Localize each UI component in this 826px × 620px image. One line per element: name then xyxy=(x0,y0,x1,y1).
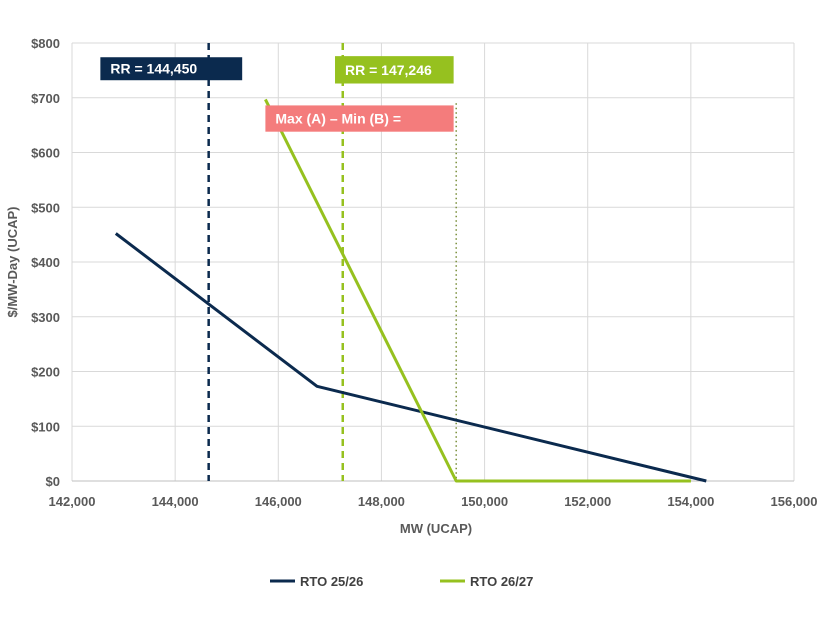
y-tick-label: $700 xyxy=(31,91,60,106)
legend-label: RTO 25/26 xyxy=(300,574,363,589)
y-axis-title: $/MW-Day (UCAP) xyxy=(5,207,20,318)
y-tick-label: $800 xyxy=(31,36,60,51)
legend: RTO 25/26 RTO 26/27 xyxy=(270,574,533,589)
series-line xyxy=(264,98,691,483)
y-tick-label: $0 xyxy=(46,474,60,489)
y-tick-label: $400 xyxy=(31,255,60,270)
y-tick-label: $500 xyxy=(31,200,60,215)
series-lines xyxy=(114,98,707,483)
annotation-label: Max (A) – Min (B) = xyxy=(275,111,401,127)
y-tick-label: $600 xyxy=(31,146,60,161)
x-tick-label: 144,000 xyxy=(152,494,199,509)
x-tick-label: 154,000 xyxy=(667,494,714,509)
x-tick-label: 146,000 xyxy=(255,494,302,509)
annotations: RR = 144,450 RR = 147,246 Max (A) – Min (B… xyxy=(100,56,454,132)
tick-labels: $0 $100 $200 $300 $400 $500 $600 $700 $800 142,00… xyxy=(31,36,817,509)
annotation-box xyxy=(100,57,243,81)
x-tick-label: 156,000 xyxy=(771,494,818,509)
annotation-box xyxy=(335,56,454,84)
x-tick-label: 148,000 xyxy=(358,494,405,509)
x-tick-label: 150,000 xyxy=(461,494,508,509)
annotation-label: RR = 147,246 xyxy=(345,62,432,78)
x-axis-title: MW (UCAP) xyxy=(400,521,472,536)
annotation-label: RR = 144,450 xyxy=(110,61,197,77)
annotation-box xyxy=(265,105,454,132)
x-tick-label: 142,000 xyxy=(49,494,96,509)
legend-label: RTO 26/27 xyxy=(470,574,533,589)
x-tick-label: 152,000 xyxy=(564,494,611,509)
series-line xyxy=(114,232,707,483)
y-tick-label: $200 xyxy=(31,365,60,380)
y-tick-label: $300 xyxy=(31,310,60,325)
y-tick-label: $100 xyxy=(31,419,60,434)
